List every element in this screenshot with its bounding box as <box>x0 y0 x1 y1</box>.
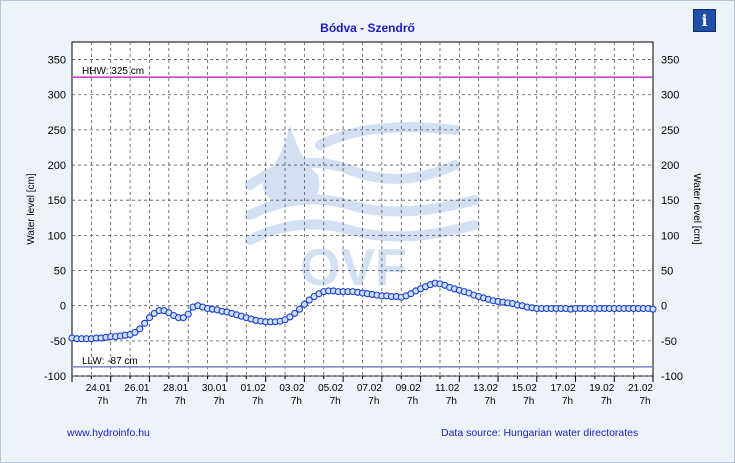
x-tick-label-time: 7h <box>252 396 263 407</box>
y-tick-label-right: 200 <box>661 160 679 172</box>
data-point <box>145 314 154 322</box>
data-point <box>305 296 313 304</box>
y-tick-label-left: 300 <box>48 90 66 102</box>
x-tick-label-date: 17.02 <box>551 383 576 394</box>
data-point <box>131 328 139 336</box>
data-point <box>291 309 299 317</box>
x-tick-label-date: 26.01 <box>124 383 149 394</box>
x-tick-label-date: 09.02 <box>396 383 421 394</box>
data-point <box>649 305 657 313</box>
x-tick-label-date: 13.02 <box>473 383 498 394</box>
y-tick-label-left: 100 <box>48 230 66 242</box>
x-tick-label-time: 7h <box>330 396 341 407</box>
y-axis-label-left: Water level [cm] <box>26 173 37 245</box>
x-tick-label-time: 7h <box>446 396 457 407</box>
x-tick-label-date: 05.02 <box>318 383 343 394</box>
x-tick-label-time: 7h <box>485 396 496 407</box>
y-tick-label-right: 0 <box>661 301 667 313</box>
x-tick-label-date: 30.01 <box>202 383 227 394</box>
x-tick-label-time: 7h <box>407 396 418 407</box>
x-tick-label-time: 7h <box>291 396 302 407</box>
x-tick-label-time: 7h <box>368 396 379 407</box>
x-tick-label-time: 7h <box>523 396 534 407</box>
x-tick-label-time: 7h <box>97 396 108 407</box>
y-tick-label-left: 150 <box>48 195 66 207</box>
y-tick-label-left: 200 <box>48 160 66 172</box>
data-point <box>296 305 304 313</box>
x-tick-label-date: 01.02 <box>241 383 266 394</box>
data-point <box>179 314 187 322</box>
data-point <box>286 313 294 321</box>
x-tick-label-date: 19.02 <box>589 383 614 394</box>
x-tick-label-date: 03.02 <box>279 383 304 394</box>
llw-label: LLW: -87 cm <box>82 356 138 367</box>
x-tick-label-date: 07.02 <box>357 383 382 394</box>
chart-title: Bódva - Szendrő <box>320 21 415 35</box>
y-tick-label-right: -100 <box>661 371 683 383</box>
y-tick-label-right: 100 <box>661 230 679 242</box>
x-tick-label-time: 7h <box>136 396 147 407</box>
x-tick-label-date: 24.01 <box>86 383 111 394</box>
y-tick-label-left: 0 <box>60 301 66 313</box>
data-source-text: Data source: Hungarian water directorate… <box>441 427 639 439</box>
data-point <box>136 325 144 333</box>
x-tick-label-date: 21.02 <box>628 383 653 394</box>
hhw-label: HHW: 325 cm <box>82 66 144 77</box>
y-tick-label-left: 350 <box>48 55 66 67</box>
y-tick-label-right: 250 <box>661 125 679 137</box>
x-tick-label-time: 7h <box>175 396 186 407</box>
y-tick-label-left: -100 <box>44 371 66 383</box>
info-icon[interactable]: i <box>693 9 716 32</box>
svg-text:OVF: OVF <box>300 239 407 297</box>
y-tick-label-left: 250 <box>48 125 66 137</box>
data-point <box>300 300 308 308</box>
x-tick-label-time: 7h <box>601 396 612 407</box>
y-tick-label-right: -50 <box>661 336 677 348</box>
y-axis-label-right: Water level [cm] <box>691 173 702 245</box>
x-tick-label-time: 7h <box>562 396 573 407</box>
x-tick-label-time: 7h <box>639 396 650 407</box>
y-tick-label-right: 300 <box>661 90 679 102</box>
hydroinfo-link[interactable]: www.hydroinfo.hu <box>67 427 150 439</box>
y-tick-label-left: -50 <box>50 336 66 348</box>
y-tick-label-right: 50 <box>661 266 673 278</box>
x-tick-label-time: 7h <box>213 396 224 407</box>
x-tick-label-date: 11.02 <box>435 383 460 394</box>
data-point <box>184 310 192 318</box>
data-point <box>141 319 149 327</box>
x-tick-label-date: 15.02 <box>512 383 537 394</box>
y-tick-label-left: 50 <box>54 266 66 278</box>
x-tick-label-date: 28.01 <box>163 383 188 394</box>
y-tick-label-right: 350 <box>661 55 679 67</box>
y-tick-label-right: 150 <box>661 195 679 207</box>
